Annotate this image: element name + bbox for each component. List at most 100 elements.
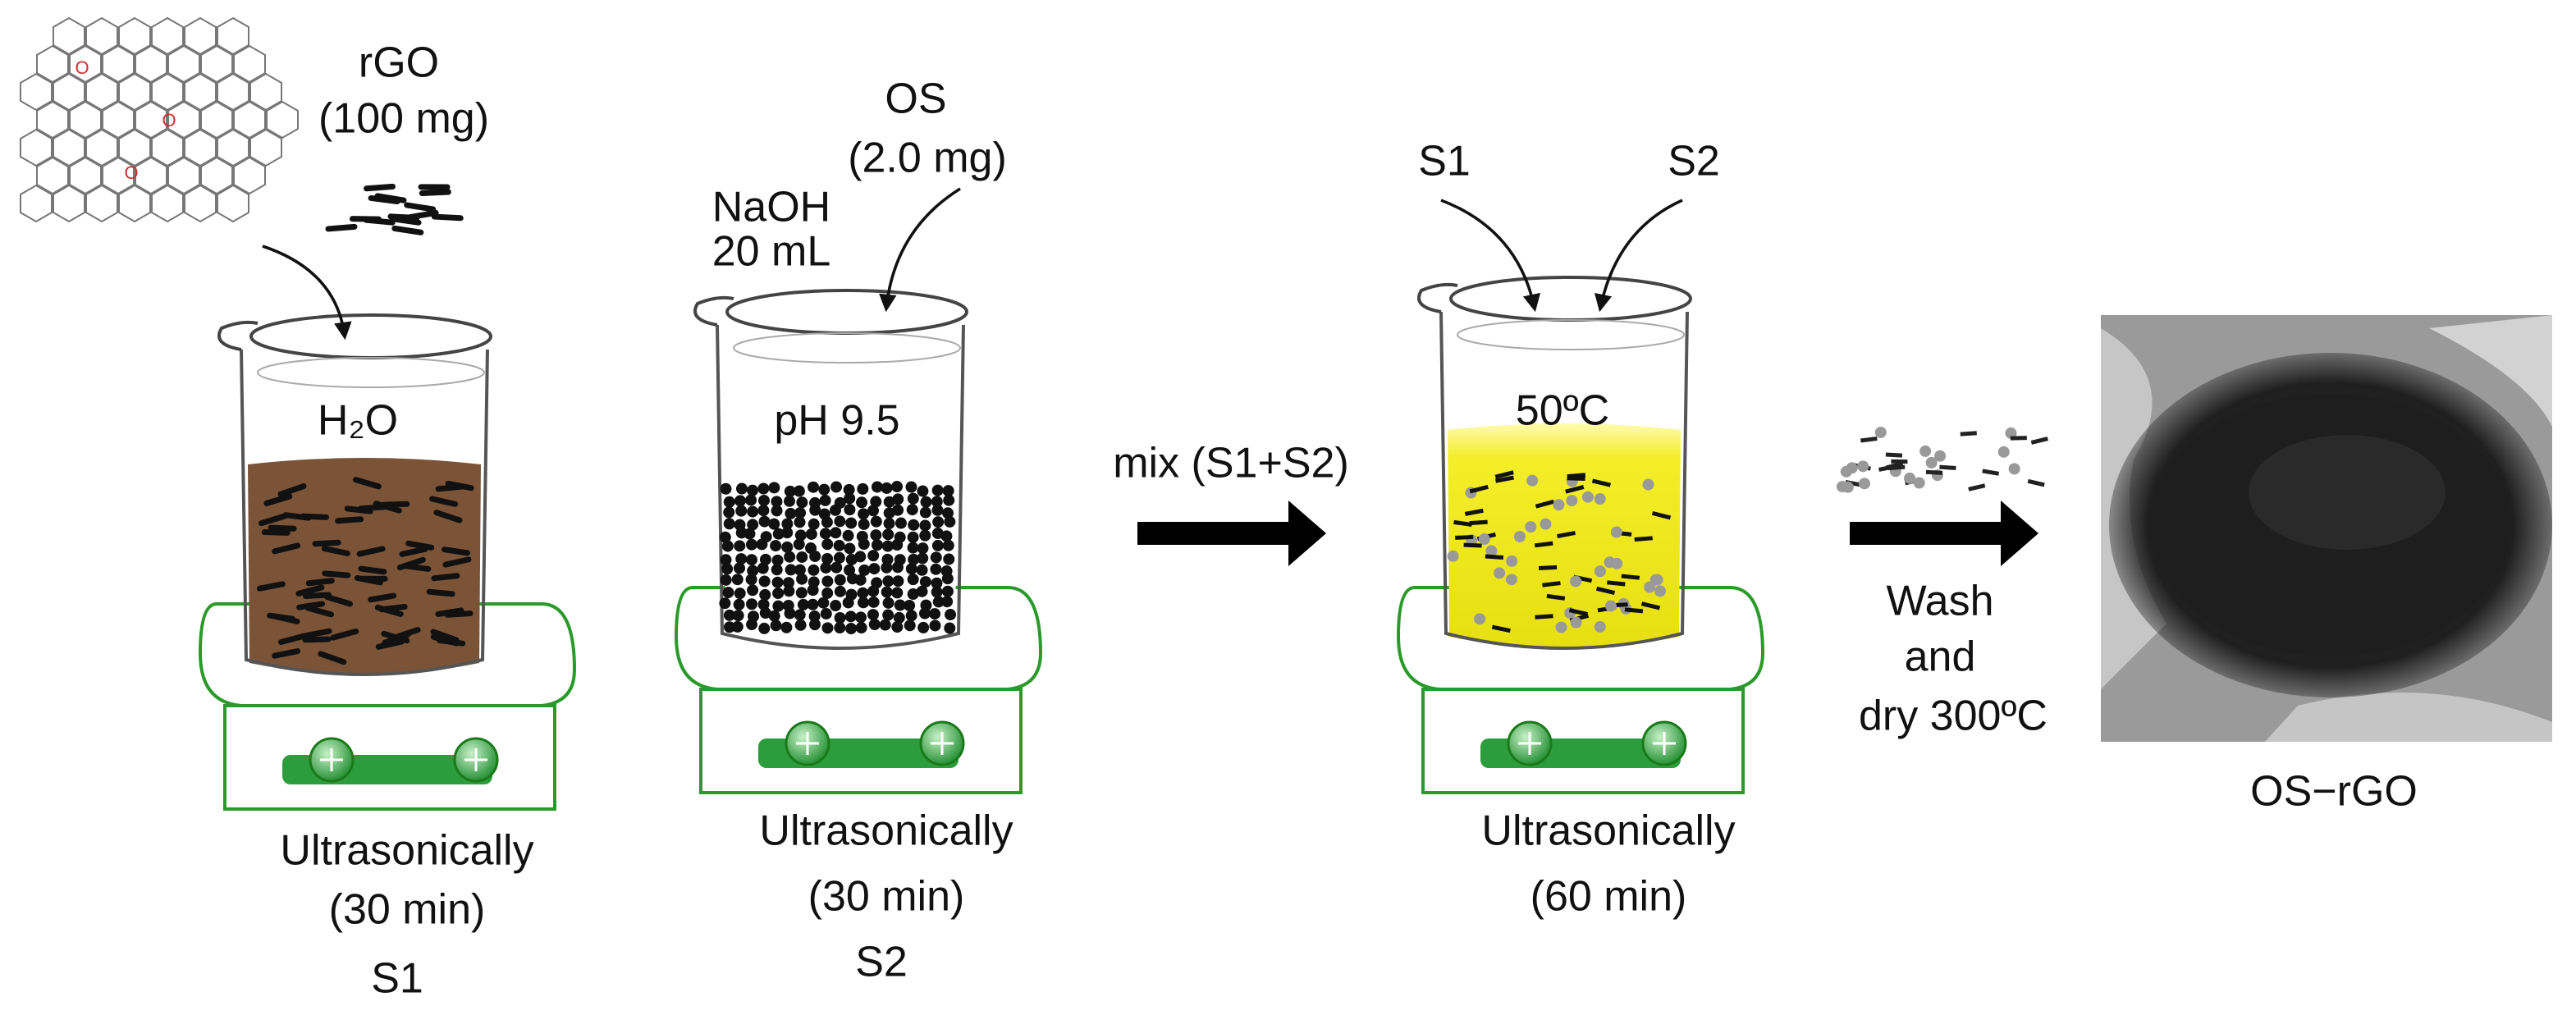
particle <box>1474 613 1486 625</box>
flake <box>1595 586 1616 596</box>
particle <box>794 619 807 631</box>
particle <box>867 609 879 621</box>
particle <box>857 482 869 495</box>
flake <box>1640 601 1661 610</box>
particle <box>941 507 954 519</box>
graphene-ring <box>184 184 217 223</box>
particle <box>720 554 732 566</box>
graphene-ring <box>69 100 102 139</box>
flake <box>1651 510 1672 520</box>
particle <box>821 552 834 565</box>
particle <box>891 481 904 493</box>
particle <box>723 609 735 621</box>
beaker-spout <box>217 320 259 351</box>
particle <box>807 584 819 597</box>
particle <box>807 598 819 610</box>
particle <box>857 597 869 609</box>
particle <box>834 622 846 634</box>
particle <box>759 553 771 565</box>
particle <box>781 541 794 553</box>
flake <box>305 578 335 587</box>
flake <box>419 189 451 196</box>
flake <box>391 225 424 235</box>
flake <box>303 592 332 599</box>
particle <box>808 619 821 631</box>
flake <box>344 505 373 514</box>
particle <box>867 505 880 517</box>
product-photo <box>2101 315 2552 742</box>
particle <box>931 496 943 508</box>
graphene-ring <box>249 72 282 112</box>
particle <box>908 519 920 531</box>
knob-mark <box>931 732 954 755</box>
particle <box>942 485 954 497</box>
particle <box>1553 499 1565 511</box>
graphene-ring <box>233 100 266 139</box>
knob-mark <box>320 748 343 771</box>
particle <box>883 518 895 530</box>
particle <box>805 528 817 540</box>
graphene-ring <box>184 16 217 56</box>
particle <box>867 550 880 562</box>
particle <box>1925 456 1938 469</box>
particle <box>931 586 943 598</box>
particle <box>845 623 858 635</box>
flake <box>272 542 301 555</box>
particle <box>758 575 771 588</box>
particle <box>808 518 820 530</box>
particle <box>868 619 881 631</box>
particle <box>772 588 785 600</box>
particle <box>929 608 941 620</box>
particle <box>931 504 944 516</box>
particle <box>796 496 808 509</box>
flake <box>1624 607 1644 614</box>
particle <box>795 587 808 599</box>
particle <box>1566 495 1578 507</box>
particle <box>745 538 757 551</box>
label: (2.0 mg) <box>848 135 1007 182</box>
particle <box>1997 446 2010 458</box>
flake <box>444 610 474 618</box>
particle <box>784 551 796 563</box>
particle <box>904 620 916 632</box>
particle <box>723 518 735 530</box>
particle <box>732 610 744 622</box>
flake <box>324 594 354 607</box>
beaker-liquid <box>248 458 481 674</box>
flake <box>1960 431 1977 437</box>
particle <box>1555 621 1567 633</box>
label: NaOH <box>712 184 830 231</box>
particle <box>855 622 867 634</box>
particle <box>759 607 771 620</box>
particle <box>858 564 871 576</box>
flake <box>363 217 396 226</box>
particle <box>731 574 744 586</box>
particle <box>784 485 796 497</box>
particle <box>920 496 932 508</box>
particle <box>879 619 891 631</box>
particle <box>1857 460 1869 473</box>
particle <box>768 482 780 494</box>
flake <box>1463 542 1482 548</box>
particle <box>844 542 856 555</box>
particle <box>745 554 757 566</box>
particle <box>758 622 771 634</box>
flake <box>1925 469 1943 475</box>
flake <box>374 193 407 203</box>
particle <box>944 622 956 634</box>
particle <box>857 587 869 599</box>
particle <box>731 620 744 633</box>
graphene-ring <box>167 100 200 139</box>
particle <box>794 507 807 519</box>
particle <box>735 505 748 517</box>
knob-mark <box>796 732 819 755</box>
particle <box>746 619 758 631</box>
flake <box>302 636 332 643</box>
label: H₂O <box>318 397 398 445</box>
particle <box>794 516 806 528</box>
particle <box>854 551 867 563</box>
particle <box>745 494 757 506</box>
beaker-body <box>240 349 489 676</box>
particle <box>870 496 882 508</box>
